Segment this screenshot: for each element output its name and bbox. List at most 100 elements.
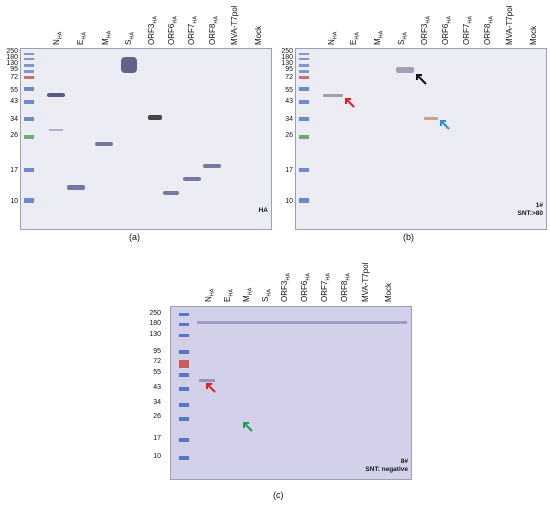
lane-label-e: EHA [349, 32, 361, 45]
marker-band [179, 350, 189, 354]
marker-band [299, 53, 309, 55]
top-band-strip [197, 321, 407, 324]
lane-label-orf3: ORF3HA [147, 16, 159, 45]
blot-a-bands [24, 53, 221, 203]
lane-label-m: MHA [101, 30, 113, 45]
panel-c: 250 180 130 95 72 55 43 34 26 17 10 NHA … [140, 250, 415, 505]
blot-c [170, 306, 412, 480]
lane-label-orf8: ORF8HA [340, 273, 352, 302]
band-orf6 [163, 191, 179, 195]
marker-band [24, 58, 34, 60]
mw-labels-b: 250 180 130 95 [281, 48, 293, 73]
lane-label-mock: Mock [254, 25, 263, 45]
marker-band [179, 360, 189, 368]
green-arrow [243, 422, 253, 432]
band-n [199, 379, 215, 382]
marker-band [24, 64, 34, 67]
lane-label-orf6: ORF6HA [441, 16, 453, 45]
marker-band [24, 76, 34, 79]
blue-arrow [440, 120, 450, 130]
marker-band [24, 168, 34, 172]
lane-label-n: NHA [204, 288, 216, 302]
marker-band [24, 70, 34, 73]
lane-label-e: EHA [223, 289, 235, 302]
caption-c: (c) [273, 490, 284, 500]
band-orf3 [148, 115, 162, 120]
marker-band [299, 64, 309, 67]
red-arrow [345, 98, 355, 108]
marker-ladder [179, 313, 189, 460]
lane-label-orf8: ORF8HA [483, 16, 495, 45]
marker-band [24, 117, 34, 121]
marker-ladder [24, 53, 34, 203]
lane-label-e: EHA [76, 32, 88, 45]
lane-label-m: MHA [373, 30, 385, 45]
blot-b [295, 48, 547, 230]
marker-band [299, 198, 309, 203]
panel-a: 250 180 130 95 72 55 43 34 26 17 10 NHA … [0, 0, 275, 250]
band-s [121, 57, 137, 73]
marker-band [299, 76, 309, 79]
marker-band [24, 100, 34, 104]
band-orf7 [183, 177, 201, 181]
marker-band [179, 403, 189, 407]
marker-band [179, 387, 189, 391]
band-e [67, 185, 85, 190]
marker-band [299, 58, 309, 60]
lane-label-mva: MVA-T7pol [361, 262, 370, 302]
marker-band [179, 323, 189, 326]
blot-a [20, 48, 272, 230]
lane-label-s: SHA [261, 289, 273, 302]
blot-b-bands [299, 53, 450, 203]
corner-label-a: HA [258, 207, 268, 214]
marker-band [299, 117, 309, 121]
marker-band [179, 438, 189, 442]
band-n-faint [49, 129, 63, 131]
panel-b: 250 180 130 95 72 55 43 34 26 17 10 NHA … [275, 0, 550, 250]
red-arrow [206, 383, 216, 393]
lane-label-mock: Mock [529, 25, 538, 45]
corner-label-c: 8# SNT: negative [365, 458, 408, 473]
band-orf8 [203, 164, 221, 168]
band-n [47, 93, 65, 97]
lane-label-n: NHA [52, 31, 64, 45]
marker-ladder [299, 53, 309, 203]
band-m [95, 142, 113, 146]
lane-label-orf8: ORF8HA [208, 16, 220, 45]
marker-band [179, 417, 189, 421]
lane-label-mva: MVA-T7pol [230, 5, 239, 45]
marker-band [24, 198, 34, 203]
lane-label-m: MHA [242, 287, 254, 302]
lane-label-n: NHA [327, 31, 339, 45]
band-s [396, 67, 414, 73]
lane-label-s: SHA [397, 32, 409, 45]
marker-band [179, 334, 189, 337]
marker-band [299, 87, 309, 91]
black-arrow [416, 74, 427, 85]
mw-labels-a: 250 180 130 95 [6, 48, 18, 73]
blot-c-bands [179, 313, 407, 460]
marker-band [24, 135, 34, 139]
marker-band [299, 100, 309, 104]
marker-band [299, 70, 309, 73]
marker-band [179, 373, 189, 377]
lane-label-orf7: ORF7HA [320, 273, 332, 302]
caption-b: (b) [403, 232, 414, 242]
marker-band [299, 135, 309, 139]
lane-label-mock: Mock [384, 282, 393, 302]
lane-label-orf6: ORF6HA [300, 273, 312, 302]
lane-label-orf3: ORF3HA [420, 16, 432, 45]
lane-label-orf7: ORF7HA [187, 16, 199, 45]
marker-band [24, 87, 34, 91]
marker-band [24, 53, 34, 55]
band-n [323, 94, 343, 97]
marker-band [179, 456, 189, 460]
marker-band [179, 313, 189, 316]
caption-a: (a) [129, 232, 140, 242]
lane-label-orf6: ORF6HA [167, 16, 179, 45]
lane-label-mva: MVA-T7pol [505, 5, 514, 45]
lane-label-orf7: ORF7HA [462, 16, 474, 45]
band-orf3 [424, 117, 438, 120]
marker-band [299, 168, 309, 172]
corner-label-b: 1# SNT:>80 [517, 202, 543, 217]
